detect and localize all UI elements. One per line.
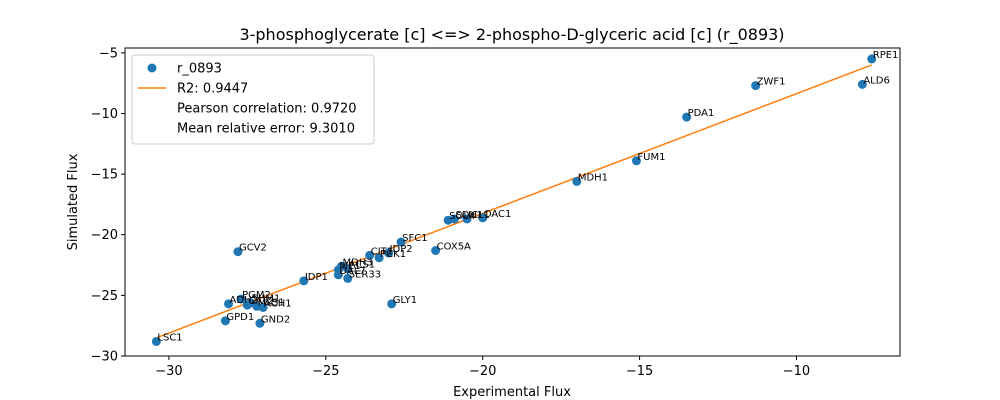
data-point	[255, 318, 265, 328]
point-label: SFC1	[402, 233, 427, 244]
data-point	[374, 253, 384, 263]
chart-title: 3-phosphoglycerate [c] <=> 2-phospho-D-g…	[239, 25, 784, 45]
y-tick-label: −30	[91, 350, 118, 365]
data-point	[867, 54, 877, 64]
x-axis-label: Experimental Flux	[453, 385, 571, 400]
data-point	[431, 246, 441, 256]
point-label: MDH3	[342, 257, 372, 268]
point-label: COX5A	[437, 242, 471, 253]
point-label: ME1	[339, 261, 360, 272]
x-tick-label: −25	[312, 364, 339, 379]
point-label: RPE1	[873, 50, 899, 61]
data-point	[572, 176, 582, 186]
data-point	[242, 300, 252, 310]
point-label: DAL7	[339, 266, 365, 277]
y-tick-label: −15	[91, 168, 118, 183]
point-label: ALD6	[863, 75, 889, 86]
point-labels-layer: RPE1 ALD6 ZWF1 PDA1 FUM1 MDH1 OAC1ICL1SDH1SOL4…	[157, 50, 898, 344]
legend-mre-text: Mean relative error: 9.3010	[177, 122, 355, 137]
point-label: SDH1	[455, 210, 483, 221]
y-tick-label: −10	[91, 107, 118, 122]
data-point	[236, 294, 246, 304]
point-label: PDA1	[688, 108, 715, 119]
point-label: GLY1	[393, 295, 417, 306]
data-point	[333, 270, 343, 280]
legend-scatter-label: r_0893	[177, 62, 222, 77]
point-label: IDP2	[390, 244, 413, 255]
data-point	[343, 273, 353, 283]
data-point	[857, 79, 867, 89]
points-layer	[151, 54, 877, 346]
point-label: GPD1	[226, 312, 254, 323]
data-point	[233, 247, 243, 257]
data-point	[299, 276, 309, 286]
point-label: MLS1	[258, 297, 285, 308]
fit-line-layer	[156, 64, 873, 339]
x-tick-label: −30	[155, 364, 182, 379]
point-label: LSC1	[157, 332, 182, 343]
point-label: CAT2	[248, 296, 274, 307]
y-tick-label: −5	[99, 46, 118, 61]
data-point	[682, 112, 692, 122]
point-label: ACS1	[349, 260, 375, 271]
y-axis-label: Simulated Flux	[66, 153, 81, 250]
point-label: CIT1	[371, 246, 393, 257]
y-tick-label: −20	[91, 228, 118, 243]
legend-box	[131, 54, 375, 145]
legend: r_0893 R2: 0.9447 Pearson correlation: 0…	[131, 54, 375, 145]
x-tick-label: −10	[783, 364, 810, 379]
data-point	[151, 336, 161, 346]
y-axis: −30 −25 −20 −15 −10 −5	[91, 46, 125, 365]
data-point	[384, 248, 394, 258]
point-label: IDP1	[305, 272, 328, 283]
point-label: SER33	[349, 269, 381, 280]
point-label: ACH1	[264, 298, 292, 309]
data-point	[224, 299, 234, 309]
legend-pearson-text: Pearson correlation: 0.9720	[177, 102, 357, 117]
point-label: GND2	[261, 314, 290, 325]
data-point	[462, 214, 472, 224]
point-label: PGM2	[242, 290, 271, 301]
point-label: FUM1	[637, 152, 665, 163]
point-label: PCK1	[380, 249, 406, 260]
point-label: ZWF1	[757, 77, 786, 88]
legend-fit-label: R2: 0.9447	[177, 82, 248, 97]
x-axis: −30 −25 −20 −15 −10	[155, 356, 810, 379]
fit-line	[156, 64, 873, 339]
data-point	[220, 316, 230, 326]
y-tick-label: −25	[91, 289, 118, 304]
data-point	[478, 213, 488, 223]
point-label: GCV2	[239, 243, 267, 254]
data-point	[396, 237, 406, 247]
point-label: MDH1	[578, 172, 608, 183]
legend-scatter-marker	[147, 63, 157, 73]
point-label: SHM1	[252, 294, 281, 305]
point-label: OAC1	[484, 209, 512, 220]
data-point	[387, 299, 397, 309]
x-tick-label: −15	[626, 364, 653, 379]
plot-frame	[124, 47, 901, 357]
data-point	[343, 264, 353, 274]
data-point	[631, 156, 641, 166]
x-tick-label: −20	[469, 364, 496, 379]
point-label: ADH2	[230, 295, 258, 306]
point-label: ICL1	[468, 210, 490, 221]
data-point	[443, 215, 453, 225]
data-point	[365, 250, 375, 260]
data-point	[751, 81, 761, 91]
point-label: SOL4	[449, 211, 475, 222]
data-point	[258, 302, 268, 312]
